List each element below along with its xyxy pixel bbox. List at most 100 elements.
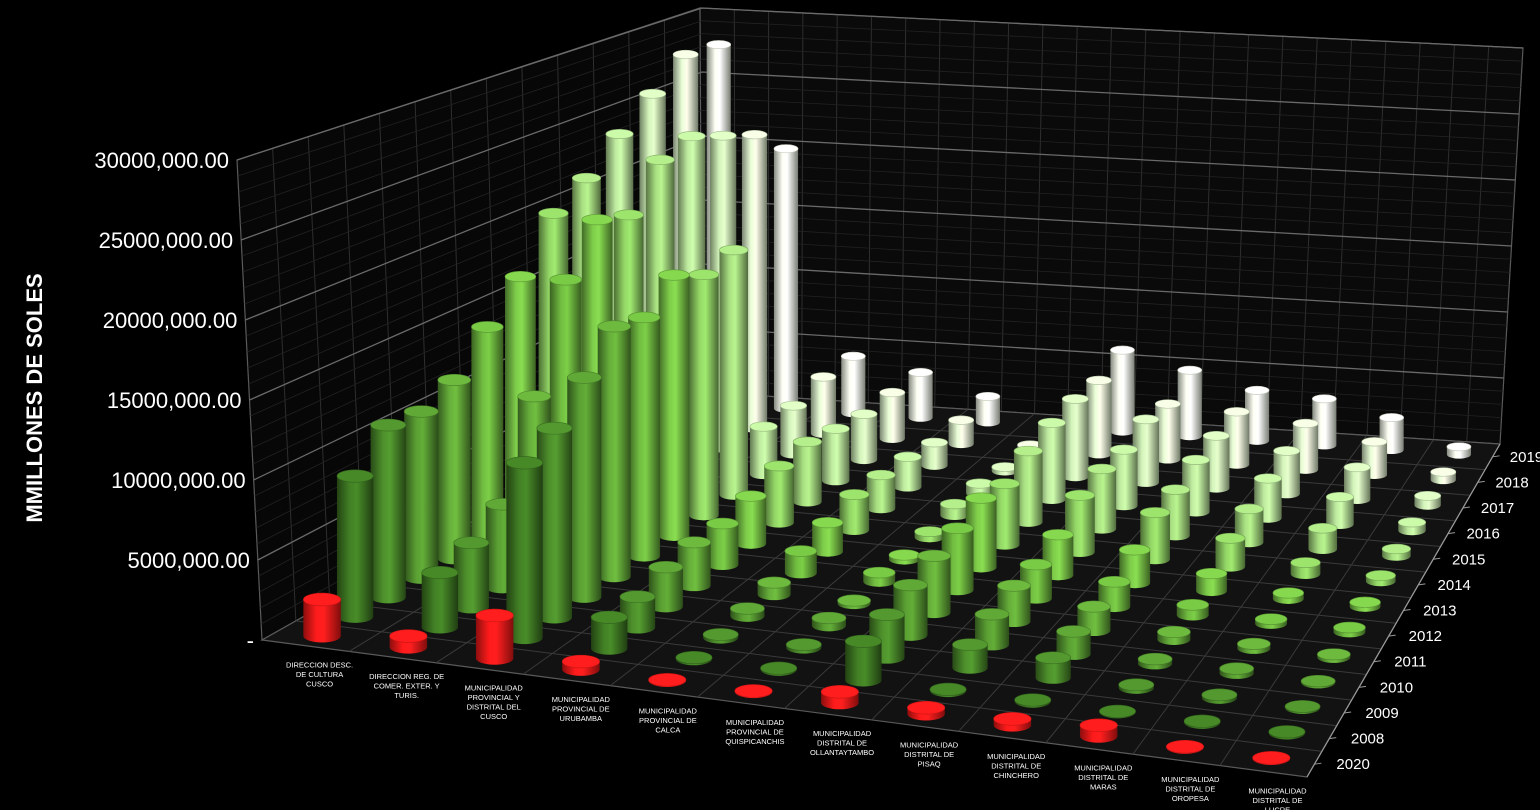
bar-2020-5 — [734, 684, 773, 699]
bar-body — [404, 411, 439, 584]
bar-top — [780, 400, 807, 411]
bar-top — [1201, 688, 1238, 702]
bar-top — [706, 40, 732, 50]
bar-2011-5 — [837, 594, 871, 610]
bar-top — [810, 372, 837, 382]
bar-2018-11 — [1430, 467, 1457, 485]
bar-2015-4 — [866, 469, 896, 514]
bar-top — [536, 421, 573, 435]
bar-top — [1157, 625, 1191, 638]
bar-top — [672, 49, 699, 60]
bar-top — [370, 418, 407, 432]
bar-2013-10 — [1272, 587, 1305, 604]
bar-body — [811, 617, 846, 632]
category-label: DIRECCION REG. DE COMER. EXTER. Y TURIS. — [369, 672, 444, 700]
year-label: 2017 — [1481, 500, 1514, 517]
category-label-line: MUNICIPALIDAD — [987, 752, 1046, 761]
bar-body — [591, 617, 628, 655]
bar-2020-4 — [648, 673, 687, 688]
bar-body — [475, 615, 514, 665]
bar-body — [757, 582, 791, 601]
bar-top — [719, 244, 749, 256]
bar-2016-7 — [1109, 444, 1138, 511]
bar-top — [1430, 467, 1457, 477]
bar-2008-4 — [675, 651, 713, 666]
bar-body — [730, 608, 765, 622]
bar-body — [907, 707, 945, 721]
bar-top — [866, 469, 896, 481]
bar-body — [1038, 422, 1066, 505]
bar-2019-4 — [975, 391, 1001, 427]
bar-2016-4 — [893, 451, 922, 492]
bar-2017-7 — [1132, 414, 1160, 487]
bar-2020-9 — [1079, 718, 1118, 743]
bar-2016-6 — [1037, 417, 1066, 505]
bar-top — [914, 526, 945, 537]
bar-2019-7 — [1177, 365, 1203, 441]
bar-body — [1414, 495, 1441, 510]
major-gridline — [236, 7, 1524, 161]
bar-top — [619, 590, 656, 604]
bar-2011-9 — [1157, 625, 1191, 645]
bar-body — [1326, 496, 1354, 529]
bar-body — [812, 522, 843, 557]
bar-top — [648, 673, 687, 687]
bar-top — [639, 88, 667, 99]
depth-tick — [1492, 455, 1500, 458]
bar-body — [773, 148, 799, 413]
bar-top — [948, 415, 975, 425]
bar-top — [757, 576, 791, 589]
bar-top — [1273, 446, 1301, 456]
y-tick-label: 15000,000.00 — [107, 388, 242, 413]
bar-body — [1176, 604, 1209, 621]
bar-top — [1195, 567, 1228, 580]
category-label-line: DISTRITAL DE — [1165, 784, 1215, 793]
bar-body — [952, 644, 988, 674]
bar-top — [1311, 394, 1337, 404]
bar-2018-6 — [1086, 375, 1112, 459]
bar-body — [536, 428, 573, 624]
bar-2020-1 — [389, 629, 428, 654]
bar-2020-7 — [907, 700, 946, 721]
bar-top — [1254, 613, 1288, 625]
bar-top — [837, 594, 871, 607]
bar-top — [1064, 489, 1096, 501]
bar-top — [869, 608, 905, 621]
bar-body — [786, 644, 822, 654]
year-label: 2009 — [1365, 705, 1398, 722]
category-label-line: MUNICIPALIDAD — [552, 695, 611, 704]
bar-top — [820, 685, 859, 699]
category-label-line: LUCRE — [1265, 805, 1290, 810]
bar-2012-10 — [1254, 613, 1288, 629]
bar-2008-0 — [336, 469, 374, 623]
bar-top — [389, 629, 428, 643]
bar-2009-10 — [1201, 688, 1238, 704]
bar-2020-11 — [1252, 751, 1291, 766]
bar-2015-10 — [1308, 523, 1338, 554]
bar-top — [1325, 491, 1354, 502]
bar-2020-8 — [993, 712, 1032, 732]
category-label-line: DIRECCION DESC. — [286, 661, 353, 670]
bar-body — [1219, 668, 1254, 679]
bar-top — [893, 578, 928, 592]
x-axis-categories: DIRECCION DESC. DE CULTURA CUSCODIRECCION … — [286, 661, 1307, 810]
category-label: MUNICIPALIDAD PROVINCIAL DE CALCA — [639, 706, 698, 734]
bar-body — [921, 442, 948, 470]
bar-top — [1042, 529, 1074, 541]
bar-body — [389, 636, 428, 654]
bar-top — [1139, 507, 1171, 518]
bar-2019-2 — [840, 351, 866, 418]
bar-2010-9 — [1137, 652, 1173, 670]
category-label-line: CUSCO — [306, 680, 333, 689]
category-label: DIRECCION DESC. DE CULTURA CUSCO — [286, 661, 353, 689]
bar-2009-11 — [1284, 700, 1321, 714]
y-tick-label: - — [247, 628, 254, 653]
bar-top — [1035, 651, 1072, 665]
category-label-line: MUNICIPALIDAD — [639, 706, 698, 715]
y-axis-title: MMILLONES DE SOLES — [22, 273, 47, 522]
bar-body — [562, 661, 600, 676]
bar-2016-3 — [821, 423, 850, 486]
bar-2009-8 — [1035, 651, 1072, 684]
bar-top — [403, 405, 439, 418]
